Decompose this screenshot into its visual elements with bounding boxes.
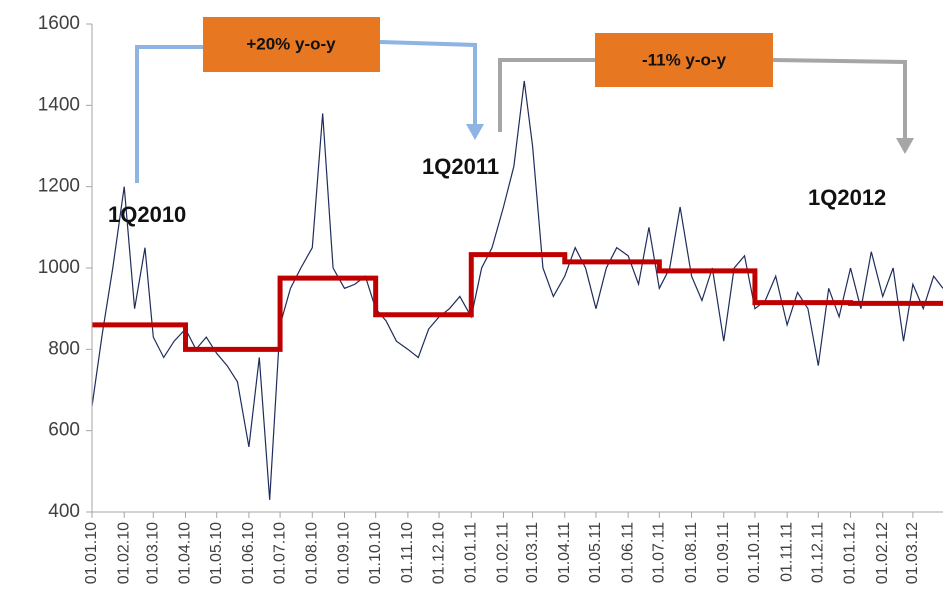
x-tick-label: 01.02.12 (874, 522, 891, 584)
x-tick-label: 01.02.10 (115, 522, 132, 584)
arrow-head (896, 138, 914, 154)
annotation-box (595, 33, 773, 87)
x-tick-label: 01.05.11 (587, 522, 604, 583)
bracket (772, 58, 907, 142)
annotation: 1Q2011 (422, 154, 499, 179)
annotation: -11% y-o-y (642, 50, 727, 69)
annotation-box (203, 17, 380, 72)
x-tick-label: 01.11.11 (778, 522, 795, 582)
y-tick-label: 1400 (38, 94, 80, 115)
bracket (498, 58, 595, 132)
y-tick-label: 400 (48, 501, 80, 522)
brackets (135, 40, 914, 183)
x-tick-label: 01.09.11 (715, 522, 732, 583)
x-tick-label: 01.03.10 (145, 522, 162, 584)
line (91, 80, 943, 500)
step-line (92, 252, 943, 352)
x-tick-label: 01.07.10 (271, 522, 288, 584)
x-tick-label: 01.04.10 (177, 522, 194, 584)
x-tick-label: 01.01.12 (842, 522, 859, 584)
x-tick-label: 01.10.10 (367, 522, 384, 584)
x-tick-label: 01.08.10 (304, 522, 321, 584)
x-tick-label: 01.11.10 (399, 522, 416, 583)
x-tick-label: 01.03.12 (904, 522, 921, 584)
x-tick-label: 01.12.11 (810, 522, 827, 583)
x-tick-label: 01.06.11 (619, 522, 636, 583)
y-tick-label: 1000 (38, 257, 80, 278)
annotation: 1Q2010 (108, 202, 186, 227)
plot: 400 600 800 1000 1200 1400 1600 01.01.10 01.02.1… (38, 13, 943, 584)
y-tick-label: 1600 (38, 13, 80, 34)
x-tick-label: 01.01.11 (462, 522, 479, 583)
x-tick-label: 01.02.11 (495, 522, 512, 583)
x-tick-label: 01.03.11 (524, 522, 541, 583)
arrow-head (466, 124, 484, 140)
x-tick-label: 01.06.10 (240, 522, 257, 584)
x-tick-label: 01.12.10 (430, 522, 447, 584)
bracket (379, 40, 477, 128)
bracket (135, 45, 203, 183)
x-tick-label: 01.04.11 (556, 522, 573, 583)
x-tick-label: 01.09.10 (336, 522, 353, 584)
y-tick-label: 1200 (38, 176, 80, 197)
y-tick-label: 800 (48, 338, 80, 359)
y-tick-label: 600 (48, 420, 80, 441)
x-tick-label: 01.07.11 (651, 522, 668, 583)
annotation: 1Q2012 (808, 185, 886, 210)
annotation: +20% y-o-y (246, 34, 336, 53)
x-tick-label: 01.08.11 (683, 522, 700, 583)
x-tick-label: 01.05.10 (208, 522, 225, 584)
x-tick-label: 01.01.10 (83, 522, 100, 584)
x-tick-label: 01.10.11 (746, 522, 763, 583)
